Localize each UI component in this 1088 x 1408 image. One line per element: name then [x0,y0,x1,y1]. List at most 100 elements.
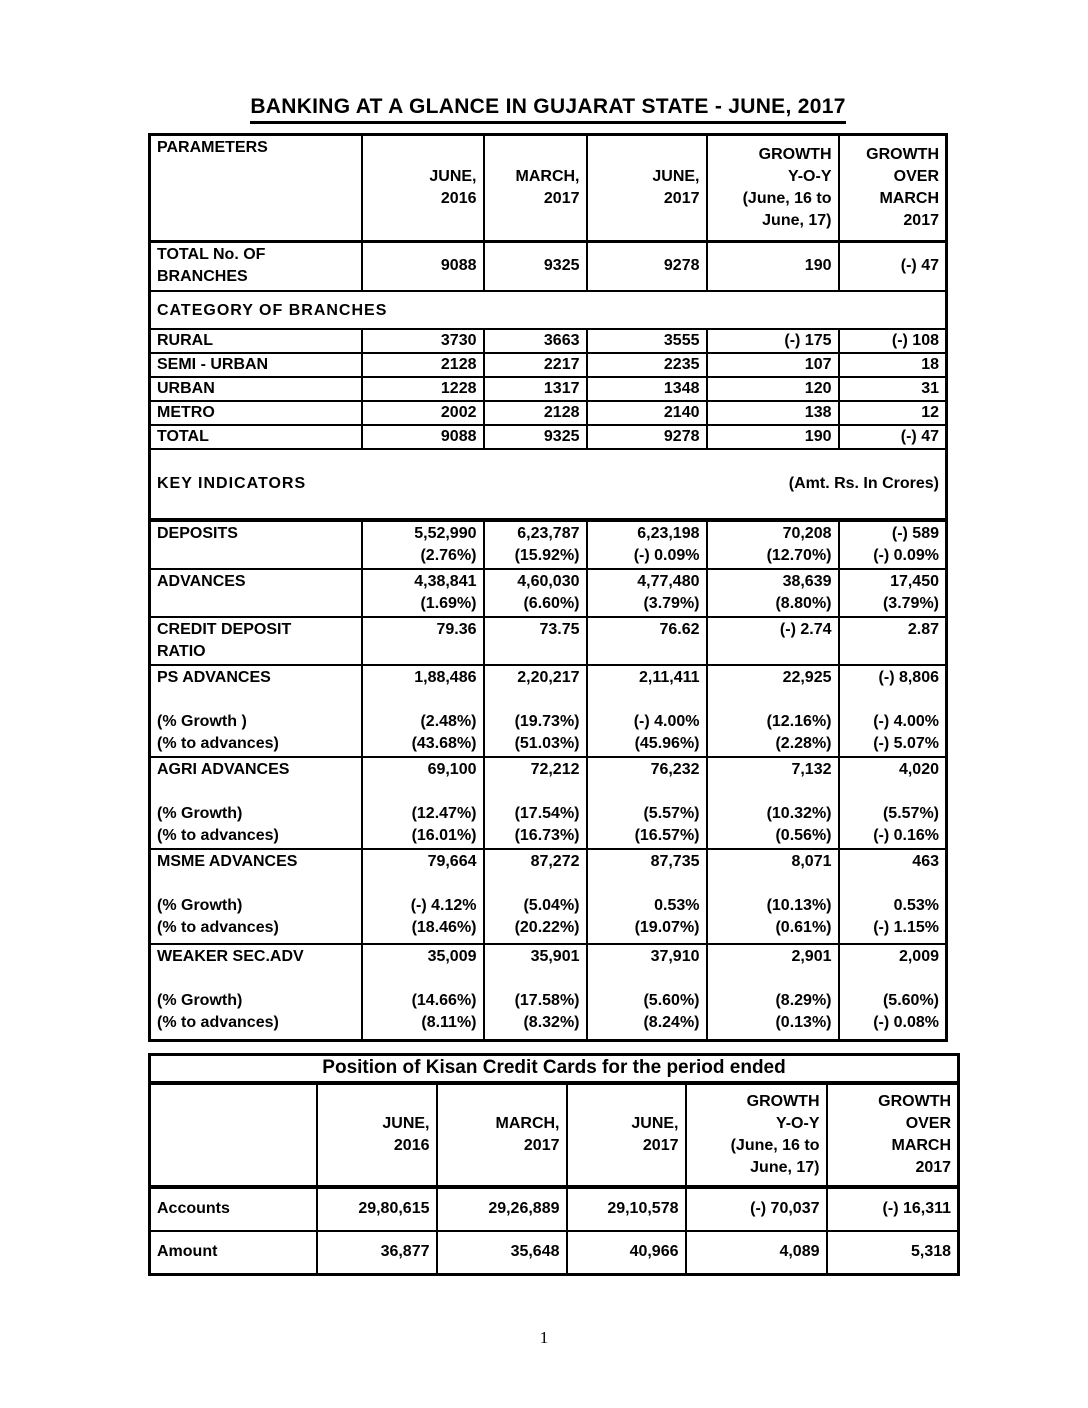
table-header-row: PARAMETERS JUNE, 2016 MARCH, 2017 JUNE, … [148,133,948,243]
table-cell: 76,232 (5.57%) (16.57%) [585,755,708,850]
table-cell: 12 [837,399,948,426]
table-row-rural: RURAL 3730 3663 3555 (-) 175 (-) 108 [148,327,948,354]
page-title: BANKING AT A GLANCE IN GUJARAT STATE - J… [128,84,968,124]
table-row-semi-urban: SEMI - URBAN 2128 2217 2235 107 18 [148,351,948,378]
table-cell: 4,77,480 (3.79%) [585,567,708,618]
page-number: 1 [539,1328,549,1347]
kcc-header-empty [148,1081,318,1189]
table-cell: 29,26,889 [435,1185,568,1232]
table-cell: 9325 [482,240,588,292]
kcc-row-amount: Amount 36,877 35,648 40,966 4,089 5,318 [148,1229,960,1276]
table-cell: 138 [705,399,840,426]
table-cell: 9278 [585,423,708,450]
table-row-metro: METRO 2002 2128 2140 138 12 [148,399,948,426]
table-cell: 79.36 [360,615,485,666]
table-cell: 6,23,198 (-) 0.09% [585,518,708,570]
table-row-deposits: DEPOSITS 5,52,990 (2.76%) 6,23,787 (15.9… [148,518,948,570]
kcc-header-growth-over-march: GROWTH OVER MARCH 2017 [825,1081,960,1189]
table-cell: 2002 [360,399,485,426]
table-cell: 2140 [585,399,708,426]
table-cell: 87,735 0.53% (19.07%) [585,847,708,945]
table-cell: (-) 16,311 [825,1185,960,1232]
table-cell: 22,925 (12.16%) (2.28%) [705,663,840,758]
header-june-2017: JUNE, 2017 [585,133,708,243]
table-cell: 87,272 (5.04%) (20.22%) [482,847,588,945]
table-row-ps-advances: PS ADVANCES (% Growth ) (% to advances) … [148,663,948,758]
row-label: TOTAL [148,423,363,450]
kcc-header-row: JUNE, 2016 MARCH, 2017 JUNE, 2017 GROWTH… [148,1081,960,1189]
table-cell: 8,071 (10.13%) (0.61%) [705,847,840,945]
table-cell: 2235 [585,351,708,378]
table-cell: 190 [705,423,840,450]
table-cell: 31 [837,375,948,402]
amount-unit-note: (Amt. Rs. In Crores) [788,474,939,492]
table-row-total-branches: TOTAL No. OF BRANCHES 9088 9325 9278 190… [148,240,948,292]
row-label: Accounts [148,1185,318,1232]
row-label: RURAL [148,327,363,354]
kcc-header-june-2017: JUNE, 2017 [565,1081,687,1189]
section-row-key-indicators: KEY INDICATORS (Amt. Rs. In Crores) [148,447,948,522]
table-cell: 120 [705,375,840,402]
row-label: ADVANCES [148,567,363,618]
row-label: Amount [148,1229,318,1276]
section-row-category: CATEGORY OF BRANCHES [148,289,948,330]
table-cell: 35,901 (17.58%) (8.32%) [482,942,588,1042]
row-label: METRO [148,399,363,426]
table-cell: 29,80,615 [315,1185,438,1232]
table-cell: 5,318 [825,1229,960,1276]
table-cell: 107 [705,351,840,378]
table-cell: (-) 175 [705,327,840,354]
table-cell: 2.87 [837,615,948,666]
table-cell: 5,52,990 (2.76%) [360,518,485,570]
row-label: TOTAL No. OF BRANCHES [148,240,363,292]
row-label: AGRI ADVANCES (% Growth) (% to advances) [148,755,363,850]
table-cell: 17,450 (3.79%) [837,567,948,618]
table-row-total: TOTAL 9088 9325 9278 190 (-) 47 [148,423,948,450]
table-row-weaker-sec-adv: WEAKER SEC.ADV (% Growth) (% to advances… [148,942,948,1042]
table-cell: 79,664 (-) 4.12% (18.46%) [360,847,485,945]
table-cell: 4,38,841 (1.69%) [360,567,485,618]
table-cell: 35,009 (14.66%) (8.11%) [360,942,485,1042]
table-cell: (-) 108 [837,327,948,354]
table-cell: 3663 [482,327,588,354]
table-cell: 9325 [482,423,588,450]
table-cell: (-) 47 [837,240,948,292]
row-label: URBAN [148,375,363,402]
kisan-credit-cards-table: Position of Kisan Credit Cards for the p… [148,1053,961,1276]
table-cell: 2128 [482,399,588,426]
table-row-advances: ADVANCES 4,38,841 (1.69%) 4,60,030 (6.60… [148,567,948,618]
header-growth-yoy: GROWTH Y-O-Y (June, 16 to June, 17) [705,133,840,243]
kcc-row-accounts: Accounts 29,80,615 29,26,889 29,10,578 (… [148,1185,960,1232]
table-cell: 2128 [360,351,485,378]
row-label: WEAKER SEC.ADV (% Growth) (% to advances… [148,942,363,1042]
row-label: CREDIT DEPOSIT RATIO [148,615,363,666]
table-cell: 463 0.53% (-) 1.15% [837,847,948,945]
table-cell: 3730 [360,327,485,354]
table-cell: 38,639 (8.80%) [705,567,840,618]
table-cell: 2,11,411 (-) 4.00% (45.96%) [585,663,708,758]
section-header: CATEGORY OF BRANCHES [148,289,948,330]
table-cell: 40,966 [565,1229,687,1276]
table-cell: 9088 [360,240,485,292]
table-cell: 18 [837,351,948,378]
key-indicators-label: KEY INDICATORS [157,474,307,492]
table-cell: 35,648 [435,1229,568,1276]
table-cell: 9088 [360,423,485,450]
table-cell: 2217 [482,351,588,378]
kcc-header-june-2016: JUNE, 2016 [315,1081,438,1189]
table-cell: 6,23,787 (15.92%) [482,518,588,570]
table-cell: 37,910 (5.60%) (8.24%) [585,942,708,1042]
table-cell: 1348 [585,375,708,402]
banking-glance-table: PARAMETERS JUNE, 2016 MARCH, 2017 JUNE, … [148,133,948,1042]
table-cell: (-) 589 (-) 0.09% [837,518,948,570]
table-cell: 2,901 (8.29%) (0.13%) [705,942,840,1042]
table-cell: 3555 [585,327,708,354]
table-cell: (-) 8,806 (-) 4.00% (-) 5.07% [837,663,948,758]
table-row-credit-deposit-ratio: CREDIT DEPOSIT RATIO 79.36 73.75 76.62 (… [148,615,948,666]
table-cell: (-) 70,037 [684,1185,828,1232]
kcc-table-title: Position of Kisan Credit Cards for the p… [148,1053,960,1085]
table-cell: 73.75 [482,615,588,666]
row-label: MSME ADVANCES (% Growth) (% to advances) [148,847,363,945]
row-label: SEMI - URBAN [148,351,363,378]
